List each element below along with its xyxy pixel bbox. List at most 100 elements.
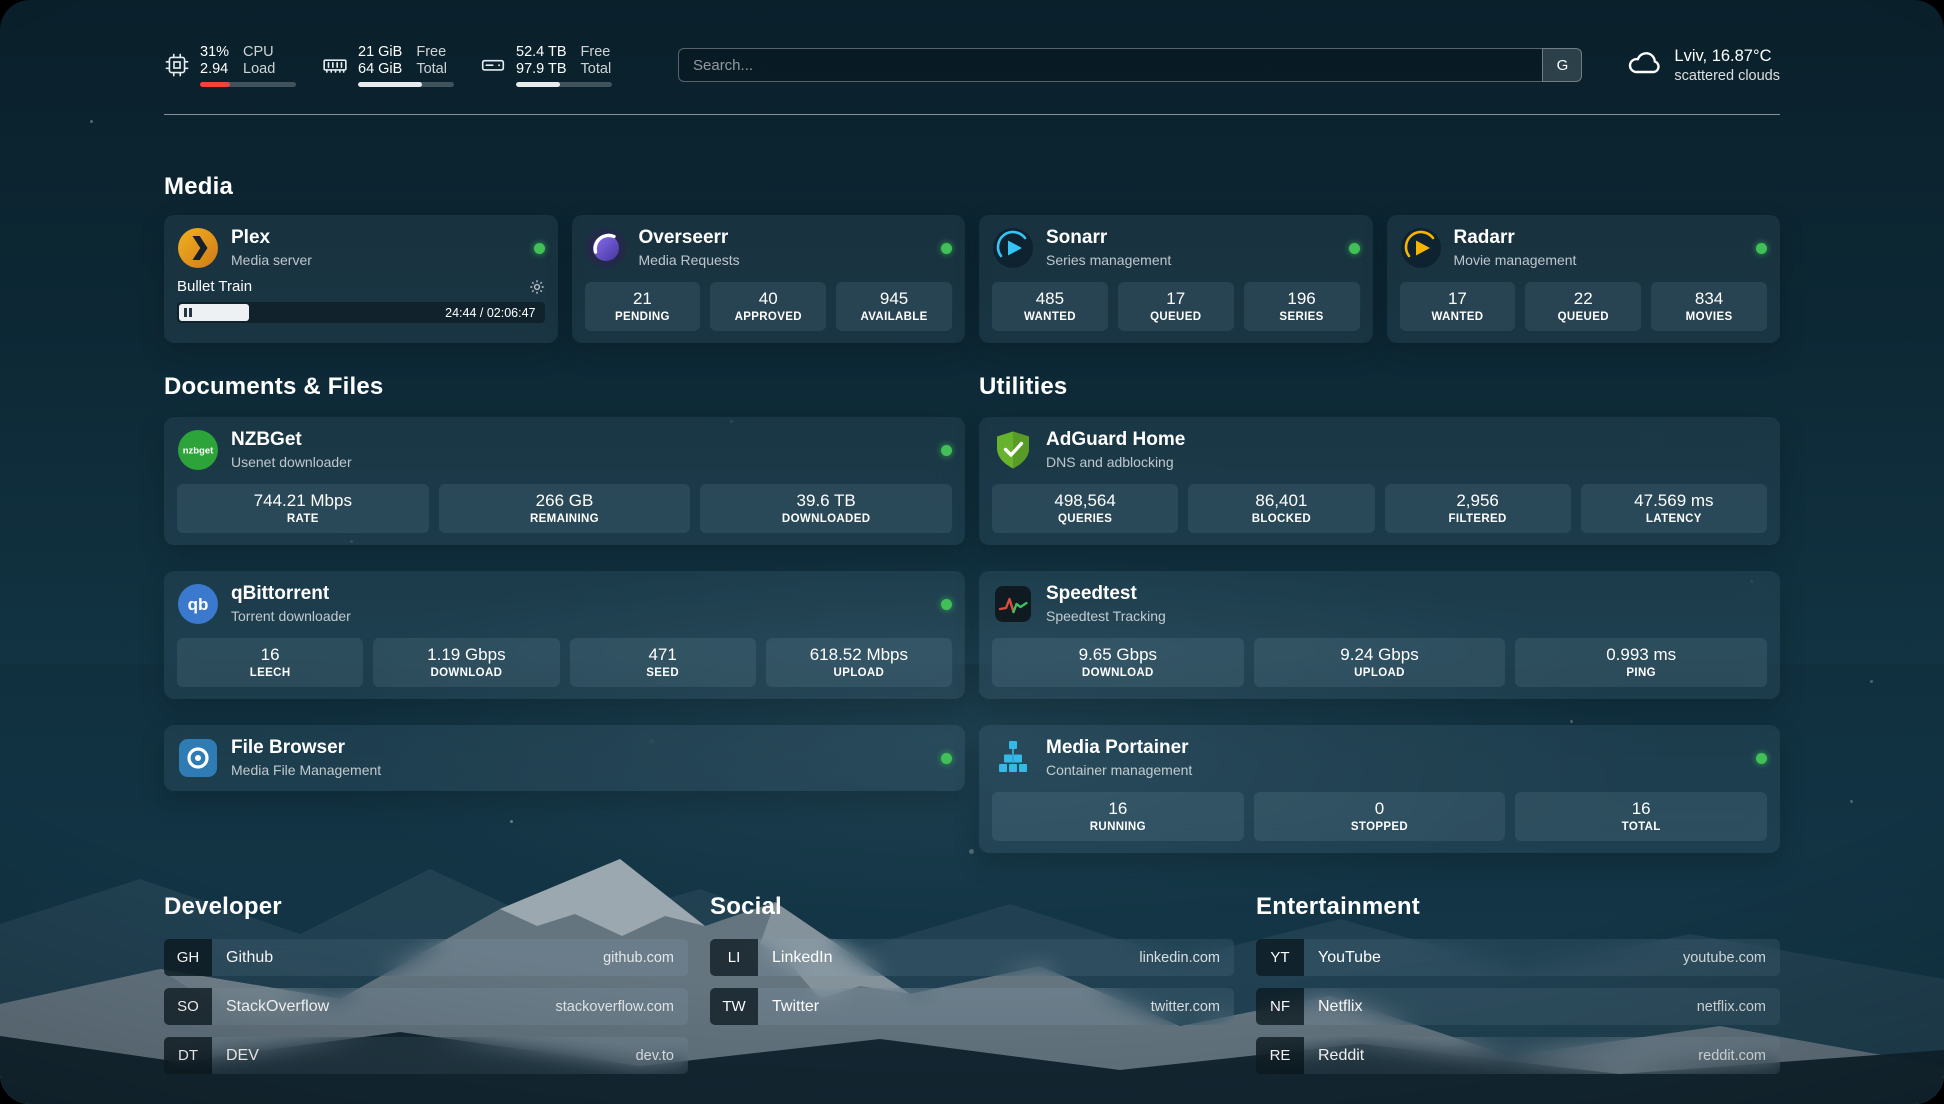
bookmark-dev[interactable]: DT DEV dev.to	[164, 1037, 688, 1074]
search-bar: G	[678, 48, 1583, 82]
bookmark-name: Twitter	[772, 997, 820, 1015]
stat-queued: 22 QUEUED	[1525, 282, 1642, 331]
stat-approved: 40 APPROVED	[710, 282, 827, 331]
stat-queries: 498,564 QUERIES	[992, 484, 1179, 533]
stat-available: 945 AVAILABLE	[836, 282, 952, 331]
bookmark-url: reddit.com	[1698, 1047, 1766, 1064]
bookmark-url: github.com	[603, 949, 674, 966]
service-card-qbittorrent[interactable]: qb qBittorrent Torrent downloader	[164, 571, 965, 699]
bookmark-abbr: TW	[710, 988, 758, 1025]
stat-stopped: 0 STOPPED	[1253, 792, 1506, 841]
service-name: NZBGet	[231, 429, 302, 451]
stat-seed: 471 SEED	[569, 638, 756, 687]
disk-total-label: Total	[580, 60, 612, 77]
service-subtitle: Series management	[1046, 251, 1172, 268]
bookmark-github[interactable]: GH Github github.com	[164, 939, 688, 976]
section-title-media: Media	[164, 173, 234, 200]
search-engine-button[interactable]: G	[1542, 48, 1583, 82]
service-card-filebrowser[interactable]: File Browser Media File Management	[164, 725, 965, 791]
status-online-dot	[1348, 242, 1360, 254]
service-subtitle: Media Requests	[638, 251, 740, 268]
bookmark-youtube[interactable]: YT YouTube youtube.com	[1256, 939, 1780, 976]
stat-ping: 0.993 ms PING	[1515, 638, 1767, 687]
memory-free-label: Free	[416, 43, 447, 60]
section-media: Media Plex	[164, 173, 1780, 343]
cpu-usage-bar	[200, 81, 296, 87]
now-playing-time: 24:44 / 02:06:47	[445, 305, 536, 320]
service-card-speedtest[interactable]: Speedtest Speedtest Tracking 9.65 Gbps D…	[979, 571, 1780, 699]
section-title-entertainment: Entertainment	[1256, 893, 1420, 920]
portainer-icon	[992, 737, 1034, 779]
stat-movies: 834 MOVIES	[1651, 282, 1767, 331]
memory-widget: 21 GiB 64 GiB Free Total	[322, 44, 454, 87]
service-card-nzbget[interactable]: nzbget NZBGet Usenet downloader 74	[164, 417, 965, 545]
bookmark-netflix[interactable]: NF Netflix netflix.com	[1256, 988, 1780, 1025]
service-name: AdGuard Home	[1046, 429, 1186, 451]
cloud-icon	[1626, 45, 1662, 86]
search-input[interactable]	[678, 48, 1543, 82]
status-online-dot	[941, 242, 952, 254]
memory-free-value: 21 GiB	[358, 43, 403, 60]
bookmark-name: Github	[226, 948, 274, 966]
dashboard-content: 31% 2.94 CPU Load	[164, 0, 1780, 1086]
service-card-radarr[interactable]: Radarr Movie management 17 WANTED 22 QUE…	[1386, 215, 1780, 343]
section-title-utilities: Utilities	[979, 373, 1068, 400]
memory-total-label: Total	[416, 60, 447, 77]
service-card-portainer[interactable]: Media Portainer Container management 16 …	[979, 725, 1780, 853]
cpu-icon	[164, 52, 190, 78]
bookmark-url: stackoverflow.com	[555, 998, 674, 1015]
stat-rate: 744.21 Mbps RATE	[177, 484, 429, 533]
bookmark-stackoverflow[interactable]: SO StackOverflow stackoverflow.com	[164, 988, 688, 1025]
stat-upload: 618.52 Mbps UPLOAD	[765, 638, 952, 687]
service-name: Sonarr	[1046, 227, 1108, 249]
service-subtitle: Movie management	[1453, 251, 1577, 268]
pause-icon[interactable]	[184, 308, 192, 317]
stat-series: 196 SERIES	[1243, 282, 1360, 331]
stat-blocked: 86,401 BLOCKED	[1188, 484, 1375, 533]
stat-pending: 21 PENDING	[584, 282, 701, 331]
weather-widget: Lviv, 16.87°C scattered clouds	[1626, 45, 1780, 86]
bookmark-twitter[interactable]: TW Twitter twitter.com	[710, 988, 1234, 1025]
disk-usage-bar	[516, 81, 612, 87]
service-name: qBittorrent	[231, 583, 330, 605]
service-card-adguard[interactable]: AdGuard Home DNS and adblocking 498,564 …	[979, 417, 1780, 545]
service-card-plex[interactable]: Plex Media server Bullet Train	[164, 215, 558, 343]
bookmark-reddit[interactable]: RE Reddit reddit.com	[1256, 1037, 1780, 1074]
settings-gear-icon[interactable]	[529, 279, 545, 295]
memory-icon	[322, 52, 348, 78]
svg-text:qb: qb	[188, 595, 209, 614]
plex-progress-bar[interactable]: 24:44 / 02:06:47	[177, 302, 545, 323]
service-name: Radarr	[1453, 227, 1515, 249]
service-card-overseerr[interactable]: Overseerr Media Requests 21 PENDING 40 A…	[571, 215, 965, 343]
service-name: Media Portainer	[1046, 737, 1189, 759]
status-online-dot	[941, 752, 952, 764]
stat-wanted: 485 WANTED	[992, 282, 1108, 331]
stat-latency: 47.569 ms LATENCY	[1580, 484, 1767, 533]
service-subtitle: Speedtest Tracking	[1046, 607, 1166, 624]
bookmark-url: linkedin.com	[1139, 949, 1220, 966]
media-grid: Plex Media server Bullet Train	[164, 215, 1780, 343]
status-online-dot	[941, 444, 952, 456]
bookmark-abbr: YT	[1256, 939, 1304, 976]
section-title-social: Social	[710, 893, 782, 920]
service-subtitle: DNS and adblocking	[1046, 453, 1174, 470]
service-name: Plex	[231, 227, 271, 249]
qbittorrent-icon: qb	[177, 583, 219, 625]
bookmarks-social: Social LI LinkedIn linkedin.com TW Twitt…	[710, 893, 1234, 1086]
disk-total-value: 97.9 TB	[516, 60, 567, 77]
stat-download: 1.19 Gbps DOWNLOAD	[373, 638, 560, 687]
service-card-sonarr[interactable]: Sonarr Series management 485 WANTED 17 Q…	[979, 215, 1373, 343]
cpu-usage-label: CPU	[243, 43, 274, 60]
cpu-widget: 31% 2.94 CPU Load	[164, 44, 296, 87]
bookmark-abbr: RE	[1256, 1037, 1304, 1074]
bookmark-abbr: LI	[710, 939, 758, 976]
bookmark-linkedin[interactable]: LI LinkedIn linkedin.com	[710, 939, 1234, 976]
bookmark-name: DEV	[226, 1046, 259, 1064]
stat-leech: 16 LEECH	[177, 638, 364, 687]
now-playing-title: Bullet Train	[177, 278, 253, 295]
weather-location: Lviv, 16.87°C	[1674, 46, 1772, 65]
overseerr-icon	[585, 227, 627, 269]
section-title-developer: Developer	[164, 893, 282, 920]
bookmark-abbr: SO	[164, 988, 212, 1025]
